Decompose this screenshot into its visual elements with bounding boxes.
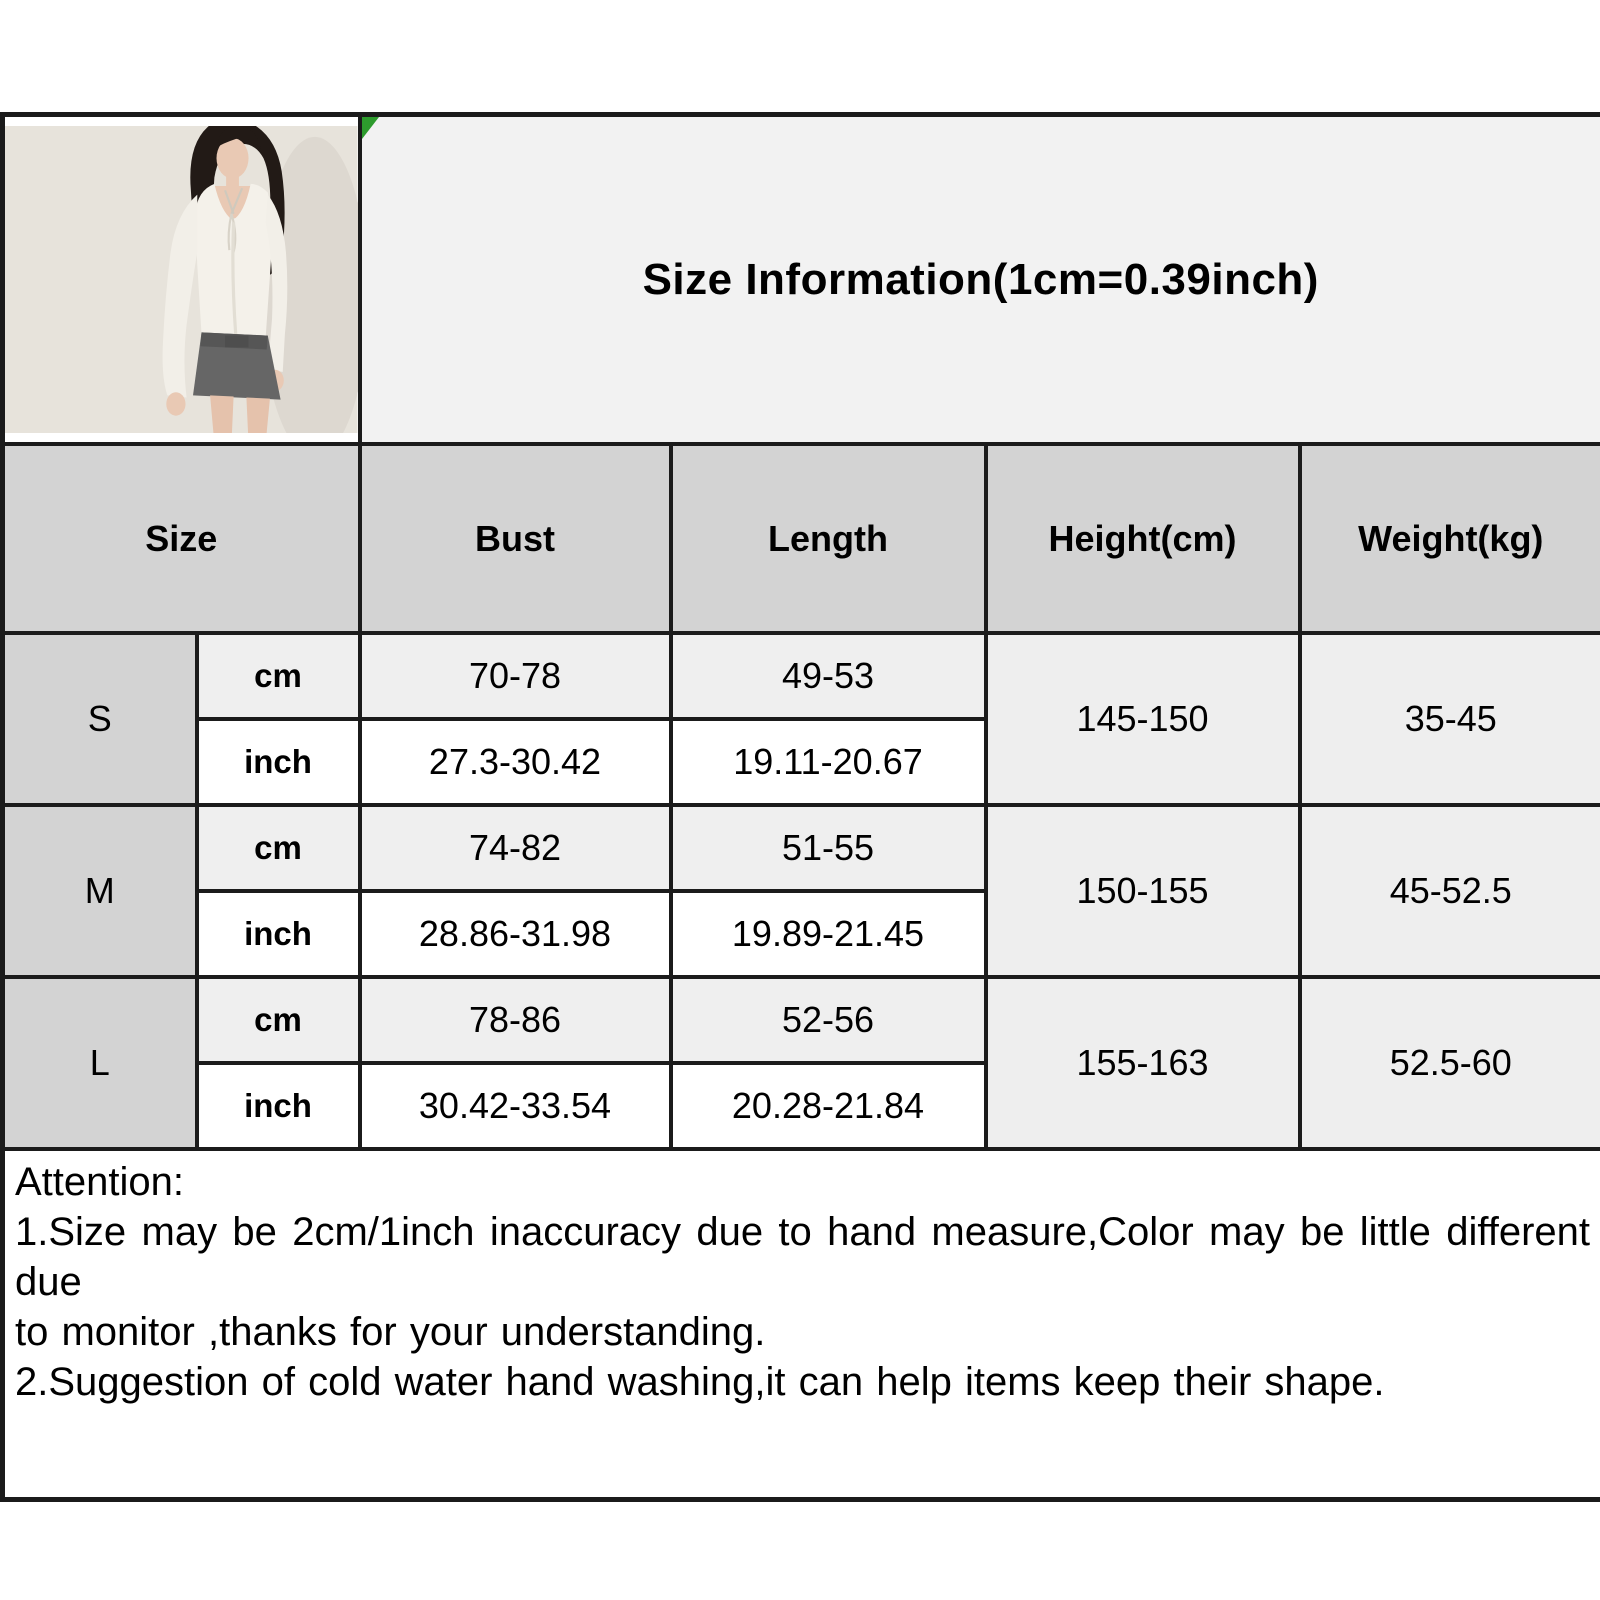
column-header-height: Height(cm) (983, 442, 1302, 635)
bust-value: 28.86-31.98 (357, 889, 673, 979)
unit-cell: inch (194, 717, 362, 807)
weight-value: 52.5-60 (1297, 975, 1600, 1151)
length-value: 51-55 (668, 803, 988, 893)
unit-cell: inch (194, 889, 362, 979)
length-value: 19.89-21.45 (668, 889, 988, 979)
bust-value: 30.42-33.54 (357, 1061, 673, 1151)
green-corner-marker-icon (363, 118, 379, 139)
weight-value: 45-52.5 (1297, 803, 1600, 979)
title-panel: Size Information(1cm=0.39inch) (357, 112, 1600, 446)
row-m-cm: M cm 74-82 51-55 150-155 45-52.5 (0, 803, 1600, 979)
unit-cell: cm (194, 975, 362, 1065)
page-title: Size Information(1cm=0.39inch) (642, 254, 1319, 304)
attention-note-1: 1.Size may be 2cm/1inch inaccuracy due t… (15, 1210, 1591, 1304)
attention-note-1-cont: to monitor ,thanks for your understandin… (15, 1310, 766, 1354)
height-value: 155-163 (983, 975, 1302, 1151)
row-l-inch: inch 30.42-33.54 20.28-21.84 (3, 1061, 1600, 1151)
table-header-row: Size Bust Length Height(cm) Weight(kg) (0, 442, 1600, 635)
bust-value: 74-82 (357, 803, 673, 893)
row-m-inch: inch 28.86-31.98 19.89-21.45 (3, 889, 1600, 979)
attention-row: Attention: 1.Size may be 2cm/1inch inacc… (0, 1147, 1600, 1502)
length-value: 49-53 (668, 631, 988, 721)
attention-section: Attention: 1.Size may be 2cm/1inch inacc… (0, 1147, 1600, 1502)
unit-cell: cm (194, 631, 362, 721)
bust-value: 78-86 (357, 975, 673, 1065)
size-label-s: S (0, 631, 199, 807)
product-photo-cell (0, 112, 362, 446)
bust-value: 27.3-30.42 (357, 717, 673, 807)
size-label-l: L (0, 975, 199, 1151)
column-header-bust: Bust (357, 442, 673, 635)
size-label-m: M (0, 803, 199, 979)
length-value: 19.11-20.67 (668, 717, 988, 807)
product-photo (6, 126, 356, 433)
top-row: Size Information(1cm=0.39inch) (0, 112, 1600, 446)
row-l-cm: L cm 78-86 52-56 155-163 52.5-60 (0, 975, 1600, 1151)
length-value: 52-56 (668, 975, 988, 1065)
height-value: 150-155 (983, 803, 1302, 979)
length-value: 20.28-21.84 (668, 1061, 988, 1151)
column-header-weight: Weight(kg) (1297, 442, 1600, 635)
attention-heading: Attention: (15, 1160, 185, 1204)
column-header-length: Length (668, 442, 988, 635)
row-s-inch: inch 27.3-30.42 19.11-20.67 (3, 717, 1600, 807)
unit-cell: cm (194, 803, 362, 893)
size-information-table: Size Information(1cm=0.39inch) Size Bust… (0, 112, 1600, 1502)
weight-value: 35-45 (1297, 631, 1600, 807)
unit-cell: inch (194, 1061, 362, 1151)
bust-value: 70-78 (357, 631, 673, 721)
column-header-size: Size (0, 442, 362, 635)
attention-note-2: 2.Suggestion of cold water hand washing,… (15, 1360, 1385, 1404)
height-value: 145-150 (983, 631, 1302, 807)
row-s-cm: S cm 70-78 49-53 145-150 35-45 (0, 631, 1600, 807)
